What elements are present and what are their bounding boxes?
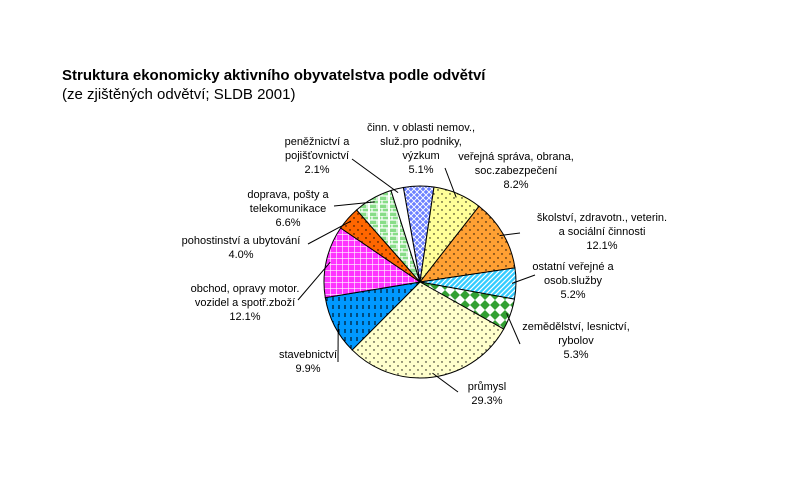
labels-layer: činn. v oblasti nemov., služ.pro podniky,…: [182, 122, 667, 407]
slices-layer: [323, 185, 517, 379]
slice-value-label: 12.1%: [586, 240, 617, 252]
slice-value-label: 5.2%: [560, 289, 585, 301]
leader-line: [297, 261, 331, 301]
slice-label: zemědělství, lesnictví, rybolov 5.3%: [522, 321, 630, 361]
slice-label: peněžnictví a pojišťovnictví 2.1%: [285, 136, 351, 176]
slice-value-label: 4.0%: [228, 249, 253, 261]
leader-lines-layer: [297, 158, 536, 393]
slice-value-label: 2.1%: [304, 164, 329, 176]
slice-value-label: 5.1%: [408, 164, 433, 176]
slice-label: pohostinství a ubytování 4.0%: [182, 235, 301, 261]
pie-slice: [418, 205, 516, 283]
leader-line: [351, 158, 399, 194]
pie-slice: [323, 227, 422, 299]
chart-subtitle: (ze zjištěných odvětví; SLDB 2001): [62, 86, 296, 103]
slice-label: činn. v oblasti nemov., služ.pro podniky,…: [367, 122, 475, 176]
slice-label: stavebnictví 9.9%: [279, 349, 337, 375]
leader-line: [499, 232, 521, 237]
leader-line: [506, 313, 521, 345]
leader-line: [444, 167, 457, 198]
title-block: Struktura ekonomicky aktivního obyvatels…: [62, 66, 485, 104]
slice-value-label: 9.9%: [295, 363, 320, 375]
chart-title: Struktura ekonomicky aktivního obyvatels…: [62, 67, 486, 84]
slice-value-label: 8.2%: [503, 179, 528, 191]
slice-label: doprava, pošty a telekomunikace 6.6%: [247, 189, 329, 229]
slice-label: ostatní veřejné a osob.služby 5.2%: [532, 261, 614, 301]
slice-value-label: 5.3%: [563, 349, 588, 361]
leader-line: [432, 372, 459, 393]
pie-slice: [351, 281, 505, 379]
slice-label: průmysl 29.3%: [468, 381, 507, 407]
slice-value-label: 29.3%: [471, 395, 502, 407]
pie-slice: [390, 186, 421, 283]
slice-label: obchod, opravy motor. vozidel a spotř.zbo…: [191, 283, 300, 323]
slice-value-label: 6.6%: [275, 217, 300, 229]
leader-line: [511, 274, 536, 284]
slice-label: veřejná správa, obrana, soc.zabezpečení 8.…: [458, 151, 574, 191]
slice-label: školství, zdravotn., veterin. a sociální …: [537, 212, 667, 252]
leader-line: [333, 201, 375, 207]
leader-line: [307, 220, 352, 245]
slice-value-label: 12.1%: [229, 311, 260, 323]
